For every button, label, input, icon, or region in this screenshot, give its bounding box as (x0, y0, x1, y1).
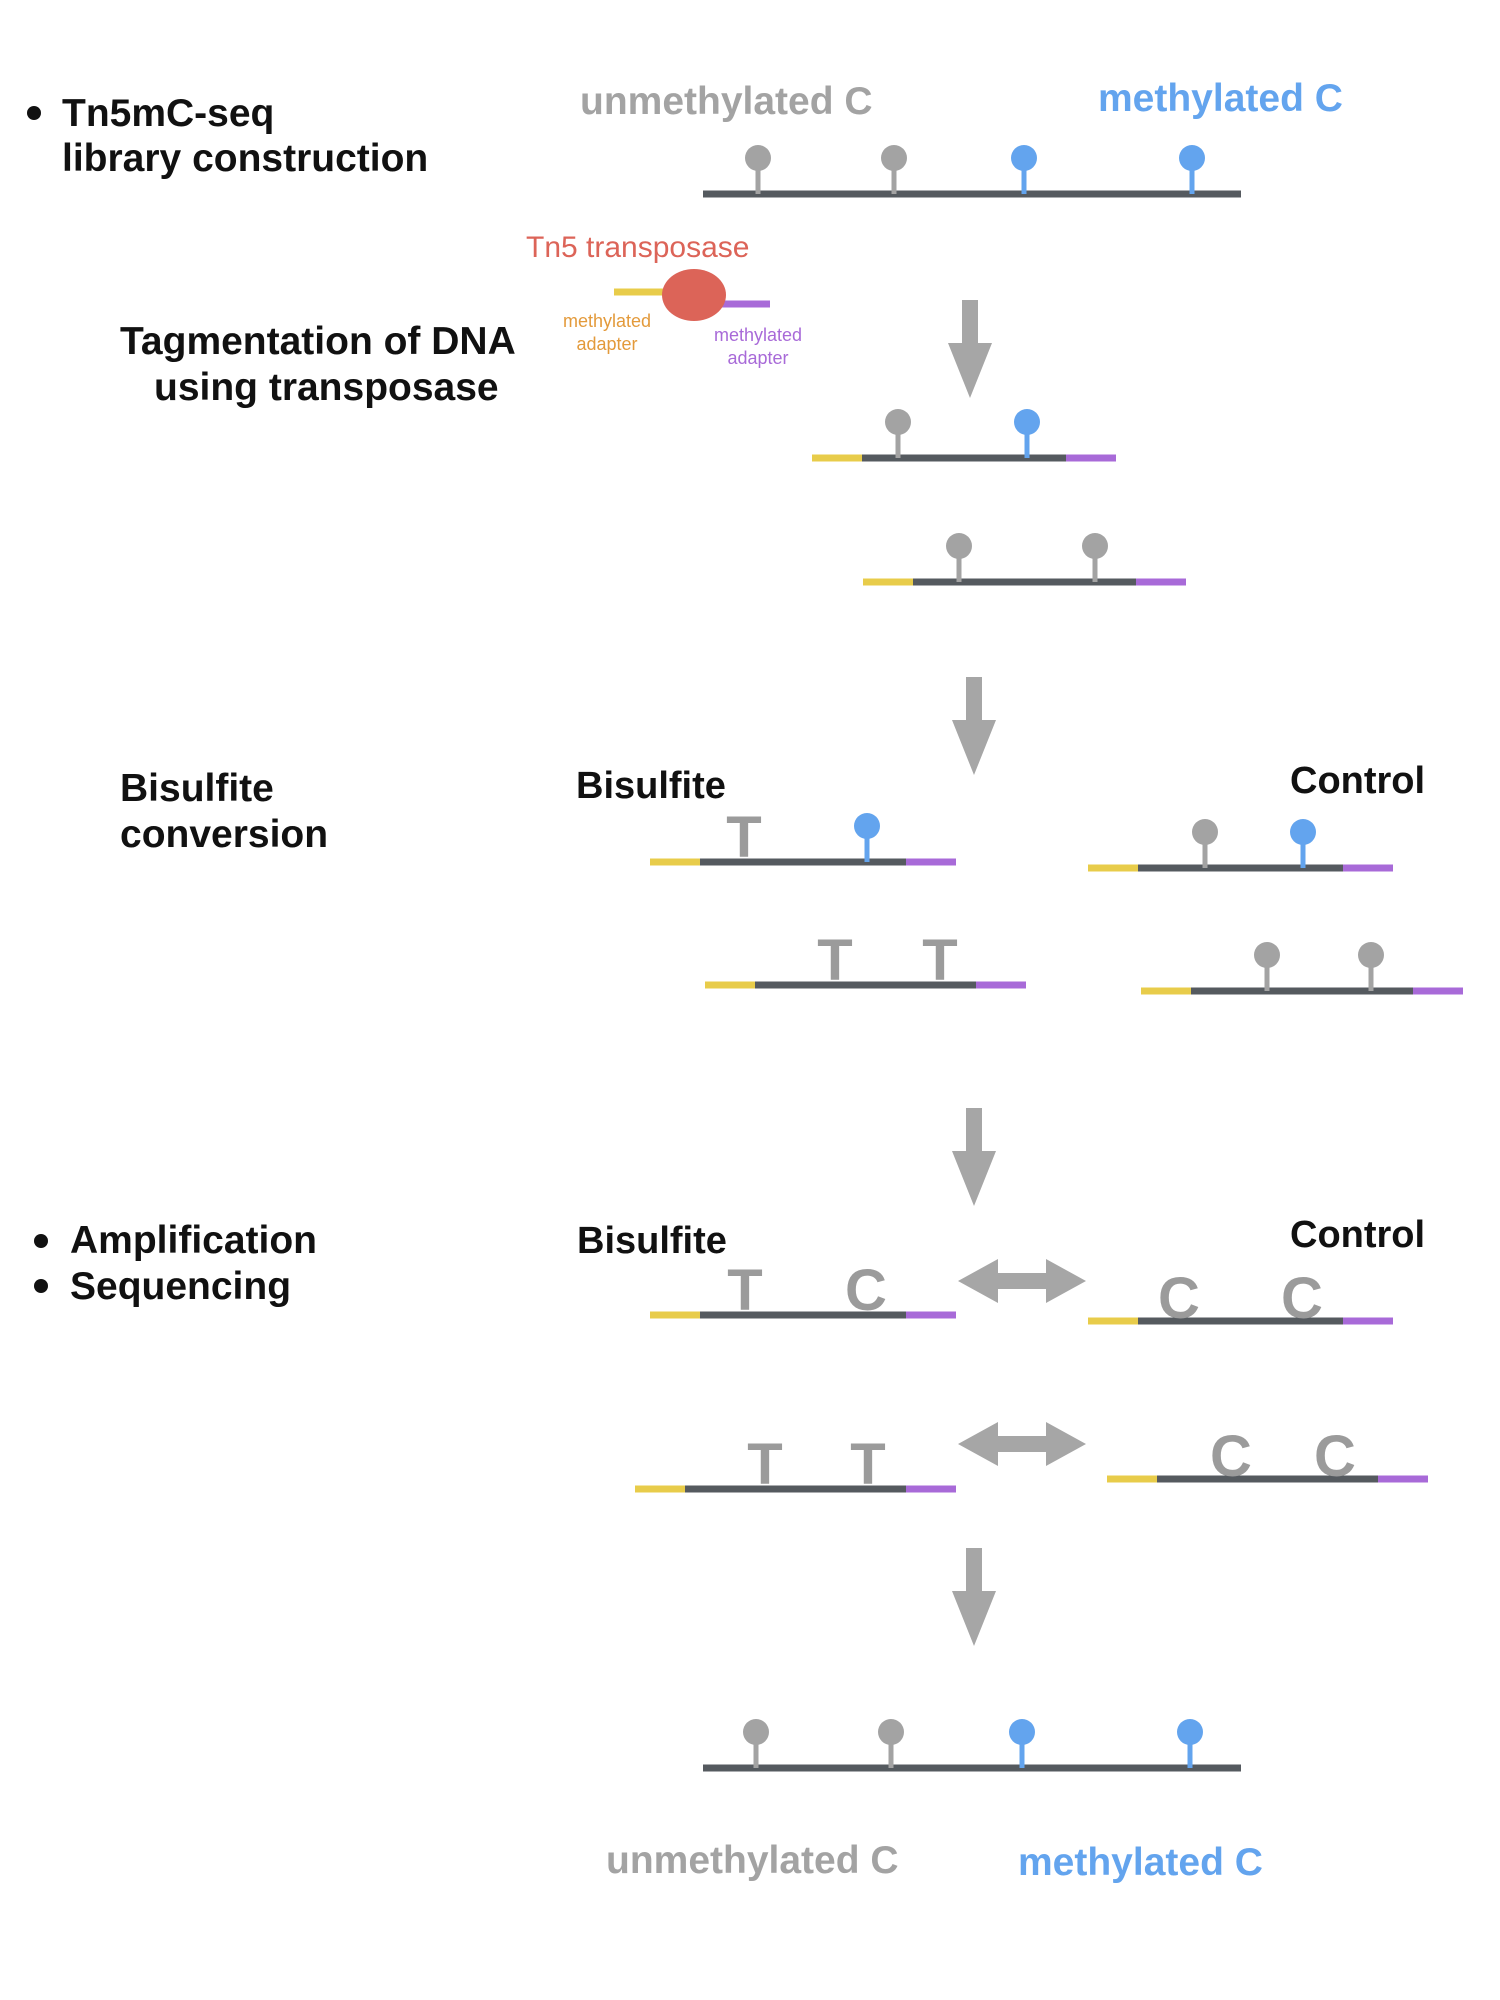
down-arrow-icon (952, 1108, 996, 1206)
dna-strand-original (703, 145, 1241, 198)
converted-base-t: T (726, 805, 761, 870)
tn5-transposase-label: Tn5 transposase (526, 231, 749, 264)
right-adapter-label-line1: methylated (714, 325, 802, 345)
step-library-line2: library construction (62, 137, 428, 180)
unmethylated-c-marker (1358, 942, 1384, 991)
methylated-c-marker (1177, 1719, 1203, 1768)
legend-methylated-bottom: methylated C (1018, 1841, 1263, 1884)
down-arrow-icon (948, 300, 992, 398)
double-arrow-icon (958, 1422, 1086, 1466)
legend-unmethylated-bottom: unmethylated C (606, 1839, 899, 1882)
tagmented-fragment-1 (812, 409, 1116, 462)
step-sequencing: Sequencing (70, 1265, 291, 1308)
unmethylated-c-marker (885, 409, 911, 458)
unmethylated-c-marker (1082, 533, 1108, 582)
dna-strand-result (703, 1719, 1241, 1772)
methylated-c-marker (1014, 409, 1040, 458)
bullet-icon (34, 1234, 48, 1248)
left-adapter-label-line1: methylated (563, 311, 651, 331)
step-tagmentation-line2: using transposase (154, 366, 499, 409)
step-bisulfite-line1: Bisulfite (120, 767, 274, 810)
step-tagmentation-line1: Tagmentation of DNA (120, 320, 516, 363)
down-arrow-icon (952, 1548, 996, 1646)
unmethylated-c-marker (1254, 942, 1280, 991)
unmethylated-c-marker (878, 1719, 904, 1768)
panel-control-label-seq: Control (1290, 1214, 1425, 1256)
converted-base-t: T (817, 928, 852, 993)
read-base-c: C (845, 1258, 887, 1323)
panel-bisulfite-label-seq: Bisulfite (577, 1220, 727, 1262)
read-base-c: C (1210, 1424, 1252, 1489)
methylated-c-marker (1290, 819, 1316, 868)
down-arrow-icon (952, 677, 996, 775)
read-base-c: C (1281, 1266, 1323, 1331)
panel-control-label: Control (1290, 760, 1425, 802)
methylated-c-marker (1179, 145, 1205, 194)
methylated-c-marker (1009, 1719, 1035, 1768)
read-base-t: T (850, 1432, 885, 1497)
unmethylated-c-marker (743, 1719, 769, 1768)
read-base-c: C (1314, 1424, 1356, 1489)
panel-bisulfite-label: Bisulfite (576, 765, 726, 807)
step-library-line1: Tn5mC-seq (62, 92, 274, 135)
step-amplification: Amplification (70, 1219, 317, 1262)
bullet-icon (34, 1279, 48, 1293)
right-adapter-label-line2: adapter (727, 348, 788, 368)
unmethylated-c-marker (881, 145, 907, 194)
methylated-c-marker (854, 813, 880, 862)
unmethylated-c-marker (745, 145, 771, 194)
read-base-c: C (1158, 1266, 1200, 1331)
tagmented-fragment-2 (863, 533, 1186, 586)
bullet-icon (27, 106, 41, 120)
legend-methylated-top: methylated C (1098, 77, 1343, 120)
read-base-t: T (747, 1432, 782, 1497)
step-bisulfite-line2: conversion (120, 813, 328, 856)
unmethylated-c-marker (946, 533, 972, 582)
methylated-c-marker (1011, 145, 1037, 194)
legend-unmethylated-top: unmethylated C (580, 80, 873, 123)
bisulfite-fragment-1 (650, 813, 956, 866)
tn5-transposase-icon (614, 269, 770, 321)
control-fragment-1 (1088, 819, 1393, 872)
left-adapter-label-line2: adapter (576, 334, 637, 354)
double-arrow-icon (958, 1259, 1086, 1303)
converted-base-t: T (922, 928, 957, 993)
control-fragment-2 (1141, 942, 1463, 995)
read-base-t: T (727, 1258, 762, 1323)
unmethylated-c-marker (1192, 819, 1218, 868)
